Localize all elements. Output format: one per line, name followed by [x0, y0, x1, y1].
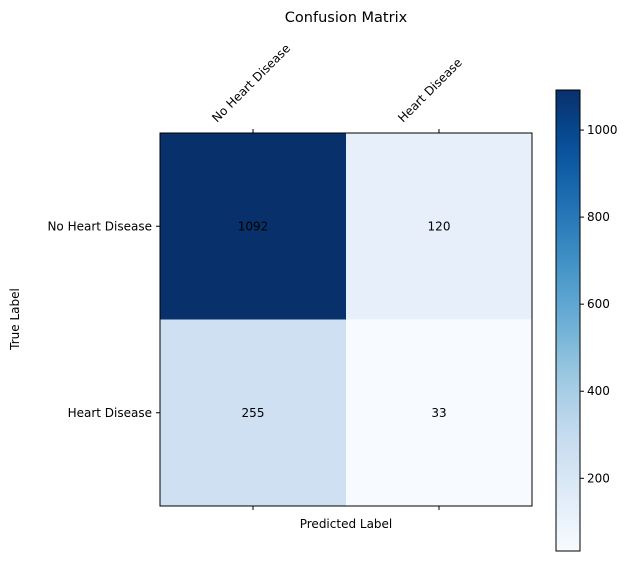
y-tick-label: Heart Disease: [68, 406, 152, 420]
x-tick-label: Heart Disease: [395, 56, 465, 126]
heatmap-cell: [160, 133, 346, 320]
colorbar-ticks: 200 400 600 800 1000: [580, 123, 618, 485]
cell-value-label: 255: [242, 406, 265, 420]
x-axis-label: Predicted Label: [300, 517, 393, 531]
y-axis-label: True Label: [8, 288, 22, 351]
heatmap-cells: [160, 133, 532, 506]
y-tick-label: No Heart Disease: [47, 219, 152, 233]
x-tick-label: No Heart Disease: [209, 41, 293, 125]
cell-value-label: 120: [428, 219, 451, 233]
colorbar-tick-label: 800: [587, 210, 610, 224]
cell-value-label: 33: [431, 406, 446, 420]
colorbar-tick-label: 600: [587, 297, 610, 311]
y-axis-ticks: No Heart Disease Heart Disease: [47, 219, 160, 420]
colorbar-tick-label: 1000: [587, 123, 618, 137]
heatmap-cell: [346, 319, 532, 506]
chart-title: Confusion Matrix: [285, 10, 408, 26]
plot-frame: [159, 132, 533, 507]
heatmap-cell-labels: 1092 120 255 33: [238, 219, 451, 420]
colorbar-tick-label: 200: [587, 471, 610, 485]
heatmap-cell: [346, 133, 532, 320]
heatmap-cell: [160, 319, 346, 506]
colorbar-tick-label: 400: [587, 384, 610, 398]
colorbar: [555, 89, 581, 552]
cell-value-label: 1092: [238, 219, 269, 233]
